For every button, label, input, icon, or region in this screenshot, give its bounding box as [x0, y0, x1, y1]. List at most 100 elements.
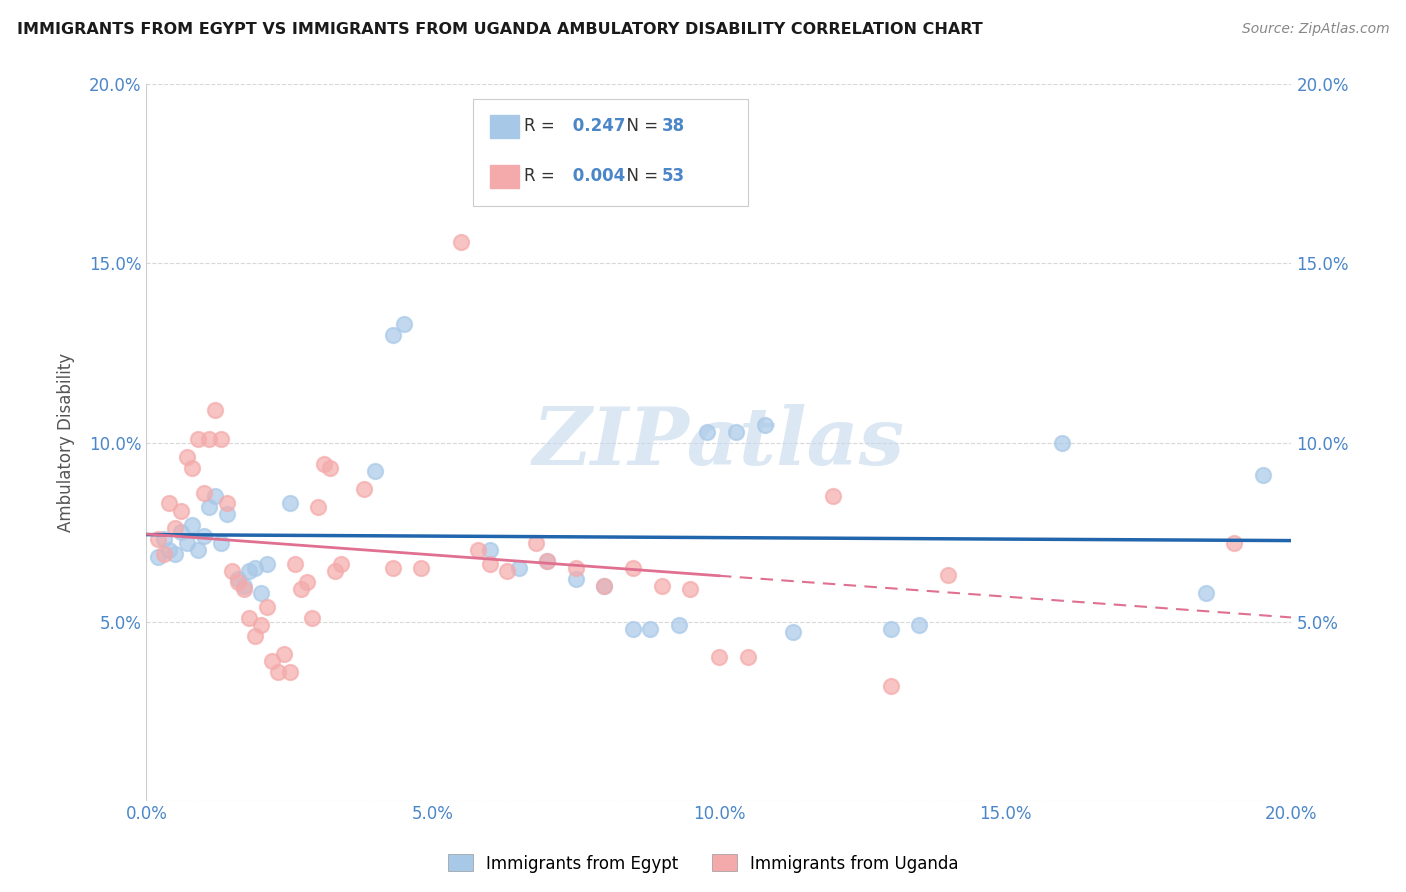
Point [256, 600, 278, 615]
Point [782, 625, 804, 640]
Text: N =: N = [616, 167, 664, 186]
Point [879, 622, 901, 636]
Point [204, 403, 226, 417]
Point [209, 536, 232, 550]
Point [565, 572, 588, 586]
Point [152, 547, 174, 561]
Point [450, 235, 472, 249]
Point [754, 417, 776, 432]
Point [245, 561, 267, 575]
Point [176, 450, 198, 464]
Point [524, 536, 547, 550]
Point [221, 565, 243, 579]
Point [879, 679, 901, 693]
Point [381, 328, 404, 343]
Point [290, 582, 312, 597]
Point [638, 622, 661, 636]
Point [725, 425, 748, 439]
Point [215, 507, 238, 521]
Y-axis label: Ambulatory Disability: Ambulatory Disability [58, 353, 75, 533]
Point [176, 536, 198, 550]
Point [170, 524, 193, 539]
Point [226, 572, 249, 586]
Point [146, 550, 169, 565]
Point [232, 579, 254, 593]
Point [278, 665, 301, 679]
Point [536, 554, 558, 568]
Bar [489, 115, 519, 138]
Point [496, 565, 519, 579]
Point [353, 482, 375, 496]
Point [1251, 467, 1274, 482]
Point [245, 629, 267, 643]
Point [478, 543, 501, 558]
Text: R =: R = [524, 117, 560, 135]
Point [209, 432, 232, 446]
Point [152, 532, 174, 546]
Point [165, 521, 187, 535]
Point [330, 558, 353, 572]
Point [193, 528, 215, 542]
Point [668, 618, 690, 632]
Point [478, 558, 501, 572]
Point [157, 496, 180, 510]
Point [146, 532, 169, 546]
Text: 0.004: 0.004 [567, 167, 624, 186]
Point [273, 647, 295, 661]
Point [250, 618, 273, 632]
Point [238, 611, 260, 625]
Point [262, 654, 284, 668]
Point [307, 500, 329, 514]
Point [250, 586, 273, 600]
Point [267, 665, 290, 679]
Text: R =: R = [524, 167, 560, 186]
Point [193, 485, 215, 500]
Point [170, 503, 193, 517]
Point [157, 543, 180, 558]
Point [737, 650, 759, 665]
Point [232, 582, 254, 597]
Point [318, 460, 340, 475]
Point [187, 432, 209, 446]
Point [1223, 536, 1246, 550]
Point [364, 464, 387, 478]
Point [696, 425, 718, 439]
Point [1194, 586, 1216, 600]
Text: 53: 53 [662, 167, 685, 186]
Text: N =: N = [616, 117, 664, 135]
Point [226, 575, 249, 590]
Text: ZIPatlas: ZIPatlas [533, 404, 905, 482]
Point [198, 432, 221, 446]
Point [187, 543, 209, 558]
Point [181, 517, 204, 532]
Bar [489, 165, 519, 188]
Point [936, 568, 959, 582]
Point [536, 554, 558, 568]
Point [215, 496, 238, 510]
FancyBboxPatch shape [472, 99, 748, 206]
Point [651, 579, 673, 593]
Point [411, 561, 433, 575]
Point [467, 543, 489, 558]
Point [204, 489, 226, 503]
Text: 0.247: 0.247 [567, 117, 626, 135]
Point [295, 575, 318, 590]
Point [621, 561, 644, 575]
Text: 38: 38 [662, 117, 685, 135]
Point [165, 547, 187, 561]
Text: IMMIGRANTS FROM EGYPT VS IMMIGRANTS FROM UGANDA AMBULATORY DISABILITY CORRELATIO: IMMIGRANTS FROM EGYPT VS IMMIGRANTS FROM… [17, 22, 983, 37]
Point [312, 457, 335, 471]
Point [198, 500, 221, 514]
Point [593, 579, 616, 593]
Point [381, 561, 404, 575]
Point [392, 318, 415, 332]
Point [238, 565, 260, 579]
Point [593, 579, 616, 593]
Point [278, 496, 301, 510]
Point [301, 611, 323, 625]
Point [679, 582, 702, 597]
Point [1052, 435, 1074, 450]
Point [284, 558, 307, 572]
Legend: Immigrants from Egypt, Immigrants from Uganda: Immigrants from Egypt, Immigrants from U… [441, 847, 965, 880]
Point [565, 561, 588, 575]
